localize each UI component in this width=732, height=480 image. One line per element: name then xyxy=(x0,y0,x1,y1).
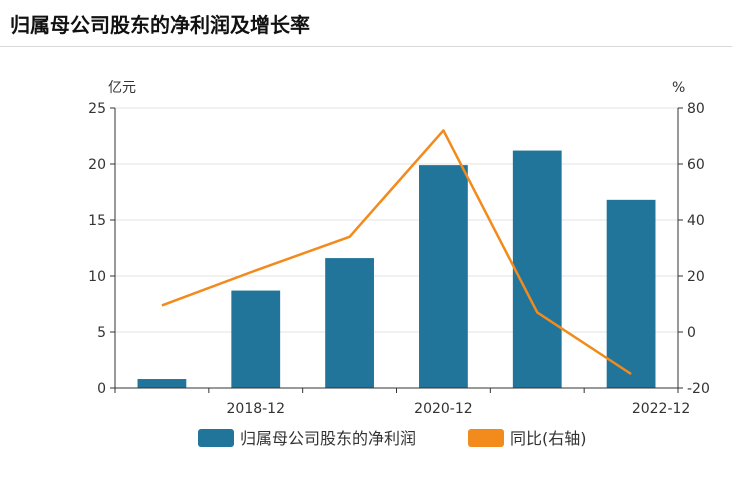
bar xyxy=(325,258,374,388)
chart-svg: 0 5 10 15 20 25 -20 0 20 40 60 80 亿元 % 2018-12 2020-12 2… xyxy=(88,80,710,448)
x-tick-label: 2020-12 xyxy=(414,401,473,417)
right-axis-unit: % xyxy=(672,80,685,96)
bar xyxy=(419,165,468,388)
left-tick-label: 25 xyxy=(88,101,106,117)
left-tick-label: 10 xyxy=(88,269,106,285)
legend-label-bar: 归属母公司股东的净利润 xyxy=(240,429,416,448)
x-tick-label: 2018-12 xyxy=(227,401,286,417)
x-tick-label: 2022-12 xyxy=(632,401,691,417)
right-tick-label: 80 xyxy=(687,101,705,117)
legend-swatch-line xyxy=(468,429,504,447)
bar xyxy=(606,199,656,388)
right-tick-label: 20 xyxy=(687,269,705,285)
left-tick-label: 15 xyxy=(88,213,106,229)
chart-title: 归属母公司股东的净利润及增长率 xyxy=(10,13,310,37)
bar xyxy=(137,379,187,388)
right-tick-label: 60 xyxy=(687,157,705,173)
legend-swatch-bar xyxy=(198,429,234,447)
left-tick-label: 0 xyxy=(97,381,106,397)
chart-header: 归属母公司股东的净利润及增长率 xyxy=(0,0,732,47)
right-tick-label: 40 xyxy=(687,213,705,229)
chart-area: 0 5 10 15 20 25 -20 0 20 40 60 80 亿元% 2018-12 2020-12 2… xyxy=(0,48,732,476)
right-tick-label: -20 xyxy=(687,381,710,397)
legend-label-line: 同比(右轴) xyxy=(510,429,587,448)
left-tick-label: 5 xyxy=(97,325,106,341)
bar xyxy=(231,290,281,388)
left-axis-unit: 亿元 xyxy=(108,80,136,96)
growth-line xyxy=(161,129,632,376)
bar xyxy=(512,150,562,388)
right-tick-label: 0 xyxy=(687,325,696,341)
left-tick-label: 20 xyxy=(88,157,106,173)
